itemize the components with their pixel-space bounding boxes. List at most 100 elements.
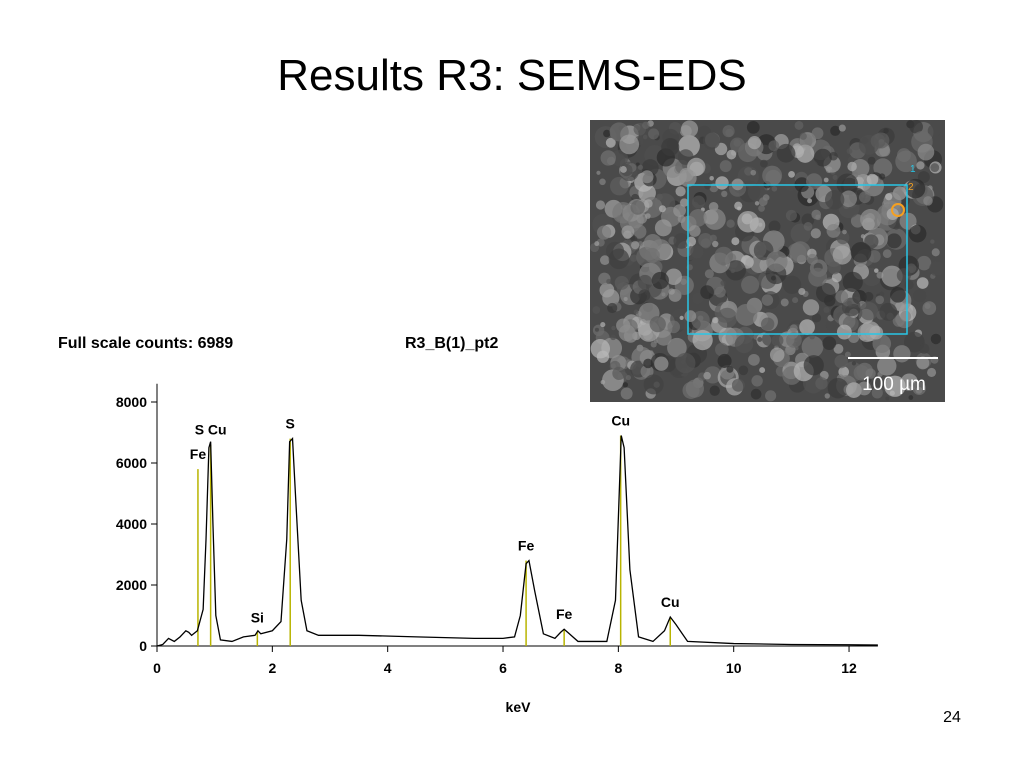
texture	[789, 324, 798, 333]
texture	[643, 374, 664, 395]
texture	[610, 334, 617, 341]
texture	[675, 352, 696, 374]
texture	[927, 124, 941, 138]
texture	[595, 200, 606, 210]
texture	[722, 125, 735, 138]
texture	[621, 225, 635, 239]
x-tick-label: 4	[384, 660, 392, 676]
texture	[714, 246, 733, 266]
texture	[916, 356, 930, 370]
texture	[596, 170, 601, 175]
texture	[913, 289, 927, 303]
texture	[869, 325, 884, 340]
texture	[847, 161, 857, 172]
texture	[741, 275, 760, 294]
texture	[789, 241, 811, 263]
texture	[810, 228, 821, 239]
texture	[923, 196, 933, 206]
texture	[827, 377, 849, 399]
texture	[870, 133, 886, 149]
texture	[606, 278, 612, 285]
texture	[748, 353, 760, 366]
texture	[720, 280, 726, 286]
texture	[622, 382, 629, 388]
scale-label: 100 µm	[862, 374, 926, 395]
texture	[620, 166, 627, 173]
texture	[608, 248, 630, 270]
texture	[765, 390, 777, 402]
point-marker	[891, 203, 905, 217]
texture	[811, 209, 822, 220]
texture	[619, 134, 640, 155]
texture	[680, 278, 687, 285]
texture	[780, 298, 789, 307]
texture	[828, 261, 841, 275]
texture	[747, 181, 768, 202]
sample-name: R3_B(1)_pt2	[405, 335, 498, 352]
texture	[799, 319, 815, 335]
texture	[842, 271, 863, 292]
texture	[637, 274, 653, 290]
sem-image	[590, 120, 945, 402]
texture	[731, 378, 745, 392]
texture	[832, 174, 838, 180]
y-tick-label: 8000	[116, 394, 147, 410]
texture	[637, 164, 644, 170]
texture	[642, 134, 648, 140]
texture	[661, 138, 680, 157]
peak-label: Cu	[661, 594, 680, 610]
texture	[826, 223, 841, 238]
texture	[802, 299, 820, 316]
texture	[769, 347, 785, 362]
texture	[751, 375, 763, 387]
texture	[842, 229, 847, 235]
texture	[770, 275, 776, 281]
texture	[698, 233, 713, 248]
texture	[798, 287, 806, 296]
texture	[899, 212, 917, 230]
image-marker-label: 1	[910, 164, 916, 175]
texture	[607, 302, 618, 314]
texture	[803, 221, 813, 231]
y-tick-label: 2000	[116, 577, 147, 593]
texture	[618, 324, 636, 342]
texture	[853, 365, 870, 381]
texture	[640, 365, 654, 379]
texture	[850, 241, 872, 263]
texture	[651, 271, 669, 290]
texture	[688, 225, 701, 237]
texture	[927, 367, 937, 377]
texture	[879, 302, 898, 321]
texture	[600, 322, 606, 328]
texture	[679, 315, 684, 320]
texture	[594, 327, 599, 332]
texture	[614, 275, 629, 290]
texture	[644, 247, 660, 264]
texture	[919, 343, 930, 354]
texture	[611, 149, 629, 167]
texture	[886, 233, 902, 249]
texture	[610, 176, 629, 196]
texture	[673, 233, 690, 249]
texture	[596, 225, 612, 240]
texture	[712, 240, 719, 248]
texture	[638, 289, 651, 302]
texture	[859, 301, 879, 321]
texture	[734, 334, 754, 354]
texture	[590, 339, 611, 359]
texture	[912, 381, 926, 396]
texture	[807, 198, 813, 204]
texture	[692, 195, 706, 209]
texture	[917, 143, 935, 161]
texture	[809, 333, 815, 340]
texture	[703, 371, 711, 380]
texture	[658, 205, 666, 213]
y-tick-label: 4000	[116, 516, 147, 532]
texture	[917, 171, 930, 184]
texture	[864, 291, 874, 302]
texture	[644, 213, 651, 219]
texture	[709, 385, 720, 396]
texture	[916, 255, 932, 271]
texture	[704, 366, 722, 384]
